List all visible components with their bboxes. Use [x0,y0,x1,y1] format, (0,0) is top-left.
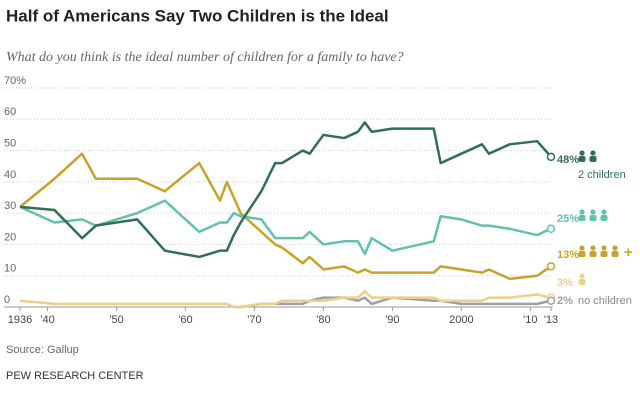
y-tick-label: 40 [4,169,16,181]
end-label: 2% [557,295,573,307]
end-label: 3% [557,277,573,289]
person-icon [590,150,596,156]
x-tick-label: '40 [40,314,54,326]
legend-label: no children [578,295,632,307]
person-icon [589,251,597,257]
person-icon [600,215,608,221]
x-tick-label: '70 [247,314,261,326]
x-tick-label: '80 [316,314,330,326]
y-tick-label: 30 [4,200,16,212]
end-marker [546,152,556,162]
person-icon [579,150,585,156]
person-icon [589,215,597,221]
legend-label: 2 children [578,169,626,181]
person-icon [590,245,596,251]
person-icon [578,279,586,285]
y-tick-label: 60 [4,106,16,118]
end-marker [546,224,556,234]
person-icon [579,209,585,215]
series-line [19,152,552,281]
source: Source: Gallup [6,344,79,356]
person-icon [578,215,586,221]
end-label: 48% [557,154,579,166]
chart-title: Half of Americans Say Two Children is th… [6,6,389,25]
person-icon [579,245,585,251]
y-tick-label: 10 [4,263,16,275]
person-icon [590,209,596,215]
x-tick-label: 1936 [8,314,32,326]
end-label: 25% [557,213,579,225]
series-line [19,121,552,259]
end-marker [546,262,556,271]
person-icon [601,209,607,215]
series-line [19,290,552,309]
y-tick-label: 70% [4,75,26,87]
person-icon [578,251,586,257]
chart-subtitle: What do you think is the ideal number of… [6,50,404,65]
person-icon [579,273,585,279]
x-tick-label: '60 [178,314,192,326]
person-icon [578,156,586,162]
x-tick-label: '50 [109,314,123,326]
person-icon [612,245,618,251]
x-tick-label: 2000 [449,314,473,326]
x-tick-label: '10 [523,314,537,326]
publisher: PEW RESEARCH CENTER [6,370,144,382]
person-icon [600,251,608,257]
y-tick-label: 20 [4,231,16,243]
person-icon [611,251,619,257]
end-marker [546,296,556,305]
end-label: 13% [557,249,579,261]
series-line [19,199,552,256]
x-tick-label: '90 [385,314,399,326]
y-tick-label: 50 [4,137,16,149]
y-tick-label: 0 [4,294,10,306]
legend-label: + [624,244,633,261]
person-icon [589,156,597,162]
person-icon [601,245,607,251]
x-tick-label: '13 [544,314,558,326]
